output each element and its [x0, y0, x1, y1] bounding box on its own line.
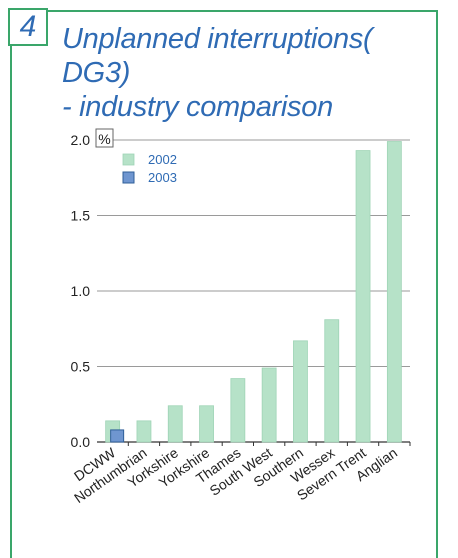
y-tick-label: 2.0	[71, 132, 91, 148]
bar-2002	[199, 405, 214, 443]
y-tick-label: 1.5	[71, 208, 91, 224]
bar-2002	[261, 367, 277, 443]
unit-box	[95, 128, 114, 148]
bar-2003	[110, 429, 125, 443]
legend-label-2002: 2002	[148, 152, 177, 167]
bar-2002	[386, 141, 402, 443]
y-tick-label: 0.5	[71, 359, 91, 375]
bar-2002	[167, 405, 183, 443]
unit-label: %	[98, 131, 110, 147]
bar-2002	[355, 150, 371, 443]
bar-2002	[293, 340, 308, 443]
legend-swatch-2003	[122, 171, 135, 184]
legend-swatch-2002	[122, 153, 135, 166]
y-tick-label: 1.0	[71, 283, 91, 299]
chart-title-line1: Unplanned interruptions( DG3)	[62, 23, 373, 89]
bar-2002	[324, 319, 340, 443]
figure-frame	[10, 10, 438, 558]
bar-2002	[136, 420, 152, 443]
figure-number-badge: 4	[8, 8, 48, 46]
chart-title: Unplanned interruptions( DG3) - industry…	[62, 22, 442, 124]
legend-label-2003: 2003	[148, 170, 177, 185]
chart-title-line2: - industry comparison	[62, 91, 333, 123]
y-tick-label: 0.0	[71, 434, 91, 450]
bar-2002	[230, 378, 246, 443]
